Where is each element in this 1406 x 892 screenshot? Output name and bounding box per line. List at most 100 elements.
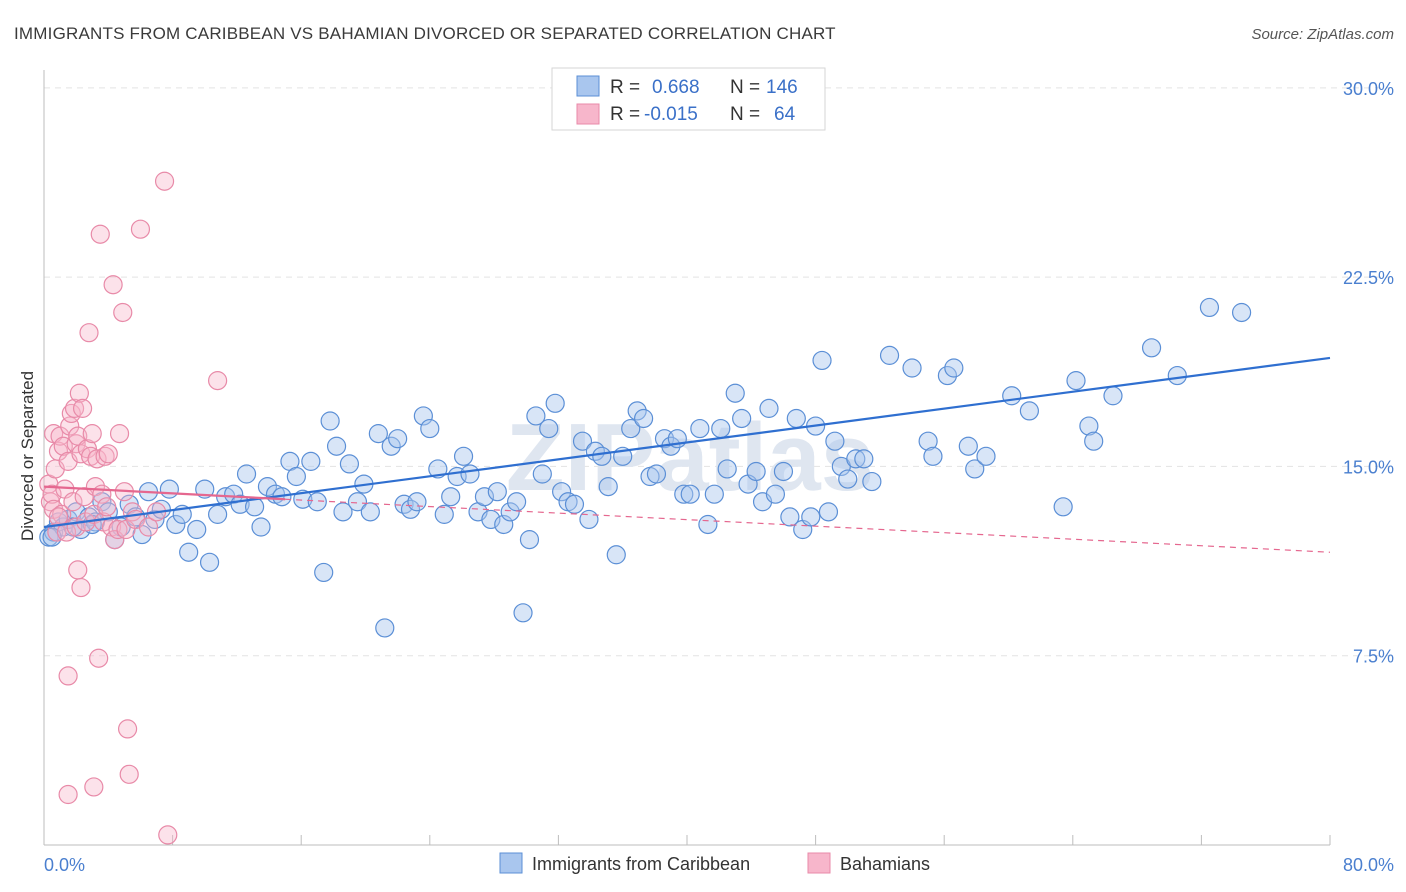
caribbean-point [460,464,480,484]
caribbean-point [1079,416,1099,436]
caribbean-point [606,545,626,565]
bahamians-point [113,302,133,323]
bottom-legend-label-caribbean: Immigrants from Caribbean [532,854,750,874]
bahamians-point [109,424,130,444]
bahamians-point [98,444,118,464]
caribbean-point [326,436,347,456]
bahamians-point [108,519,128,540]
bahamians-point [72,398,93,418]
caribbean-point [519,530,540,550]
legend-r-value-1: 0.668 [652,77,700,98]
caribbean-point [1019,401,1039,421]
legend-n-label-2: N = [730,104,760,125]
legend-r-value-2: -0.015 [644,104,698,125]
bahamians-point [119,764,139,784]
caribbean-point [711,418,731,439]
legend-n-value-1: 146 [766,77,798,98]
bahamians-point [82,424,102,444]
caribbean-point [646,464,667,484]
caribbean-point [360,502,380,522]
legend-r-label-1: R = [610,77,640,98]
caribbean-point [199,552,220,572]
series-bahamians-points [39,171,228,845]
caribbean-point [690,418,710,439]
bahamians-point [116,519,136,540]
caribbean-point [1103,386,1123,406]
bottom-legend-swatch-bahamians [807,852,831,874]
bahamians-point [89,648,109,668]
bahamians-trend-line-dashed [285,498,1331,553]
caribbean-point [1199,297,1220,318]
caribbean-point [812,350,832,371]
caribbean-point [428,459,448,479]
caribbean-point [725,383,745,403]
caribbean-point [314,562,334,583]
bahamians-point [71,577,91,598]
caribbean-point [375,618,395,638]
caribbean-point [195,479,215,499]
caribbean-point [381,436,401,456]
caribbean-point [704,484,724,504]
caribbean-point [487,482,507,502]
bahamians-point [58,784,78,805]
caribbean-point [368,424,388,444]
caribbean-point [481,509,501,530]
caribbean-point [420,418,440,439]
caribbean-point [674,484,694,504]
caribbean-point [320,411,340,431]
bahamians-point [64,398,85,418]
legend-r-label-2: R = [610,104,640,125]
caribbean-point [179,542,199,562]
y-axis-label: Divorced or Separated [18,371,37,541]
caribbean-point [825,431,845,451]
caribbean-point [627,401,647,421]
bahamians-point [69,383,89,403]
caribbean-point [902,358,922,378]
caribbean-point [301,451,321,471]
y-tick-label: 15.0% [1343,457,1394,477]
caribbean-point [236,464,257,484]
legend-swatch-caribbean [576,75,600,97]
x-tick-label-max: 80.0% [1343,855,1394,875]
caribbean-point [532,464,552,484]
caribbean-point [759,398,779,418]
caribbean-point [1084,431,1104,451]
caribbean-point [453,446,474,466]
bahamians-point [90,224,110,244]
caribbean-point [166,514,186,535]
bottom-legend-swatch-caribbean [499,852,523,874]
bahamians-point [85,477,106,497]
caribbean-point [592,446,612,466]
bahamians-point [130,219,151,239]
caribbean-point [633,408,654,429]
caribbean-point [545,393,565,413]
caribbean-point [976,446,996,466]
caribbean-point [801,507,821,527]
correlation-legend: R = 0.668 N = 146 R = -0.015 N = 64 [551,67,826,131]
bahamians-point [208,371,228,391]
y-tick-label: 30.0% [1343,79,1394,99]
caribbean-point [879,345,900,365]
bahamians-point [58,666,78,686]
caribbean-point [572,431,593,451]
caribbean-point [786,408,806,429]
caribbean-point [598,477,618,497]
bahamians-point [97,497,117,517]
caribbean-point [474,487,495,507]
caribbean-point [854,449,874,469]
bahamians-point [52,504,72,524]
caribbean-point [208,504,228,524]
caribbean-point [680,484,700,504]
caribbean-point [224,484,244,504]
y-tick-labels: 7.5% 15.0% 22.5% 30.0% [1343,79,1394,667]
caribbean-point [286,466,306,487]
y-tick-label: 22.5% [1343,268,1394,288]
bahamians-trend-line [43,485,286,501]
caribbean-point [187,519,207,540]
caribbean-point [552,482,572,502]
x-axis-ticks [172,835,1331,845]
caribbean-point [434,504,454,524]
caribbean-point [526,406,546,426]
legend-n-label-1: N = [730,77,760,98]
y-tick-label: 7.5% [1353,647,1394,667]
